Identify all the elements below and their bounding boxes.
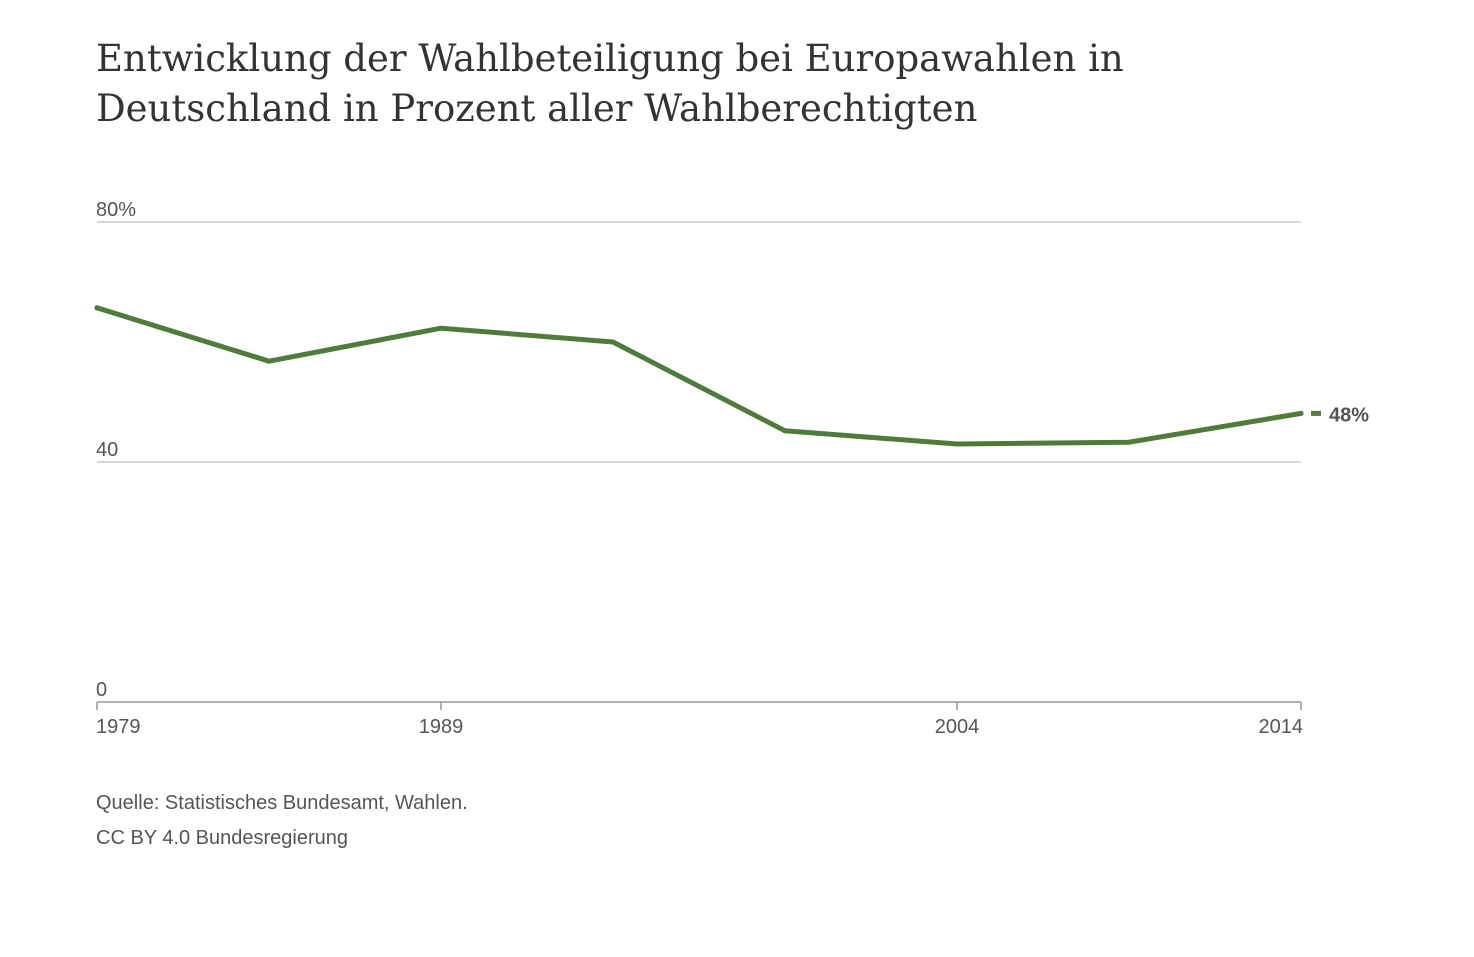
y-tick-label-80: 80% bbox=[96, 199, 136, 221]
x-tick-label-2004: 2004 bbox=[935, 716, 980, 738]
gridlines bbox=[97, 221, 1301, 463]
series-layer bbox=[94, 305, 1304, 447]
y-axis-ticks: 80% 40 0 bbox=[96, 199, 136, 701]
x-tick-label-2014: 2014 bbox=[1259, 716, 1304, 738]
data-point-2014 bbox=[1298, 410, 1304, 416]
data-point-1999 bbox=[782, 428, 788, 434]
data-point-2009 bbox=[1126, 439, 1132, 445]
series-line-0 bbox=[94, 305, 1304, 447]
data-point-1994 bbox=[610, 339, 616, 345]
y-tick-label-40: 40 bbox=[96, 439, 118, 461]
license-note: CC BY 4.0 Bundesregierung bbox=[96, 827, 349, 849]
end-label-layer: 48% bbox=[1311, 404, 1369, 426]
chart-footer: Quelle: Statistisches Bundesamt, Wahlen.… bbox=[96, 786, 468, 856]
x-axis: 1979 1989 2004 2014 bbox=[96, 701, 1304, 738]
chart-title: Entwicklung der Wahlbeteiligung bei Euro… bbox=[96, 37, 1124, 130]
x-tick-label-1989: 1989 bbox=[419, 716, 464, 738]
source-note: Quelle: Statistisches Bundesamt, Wahlen. bbox=[96, 792, 468, 814]
x-tick-label-1979: 1979 bbox=[96, 716, 141, 738]
data-point-2004 bbox=[954, 441, 960, 447]
y-tick-label-0: 0 bbox=[96, 679, 107, 701]
data-point-1979 bbox=[94, 305, 100, 311]
data-point-1989 bbox=[438, 325, 444, 331]
data-point-1984 bbox=[266, 358, 272, 364]
end-value-label: 48% bbox=[1329, 404, 1369, 426]
